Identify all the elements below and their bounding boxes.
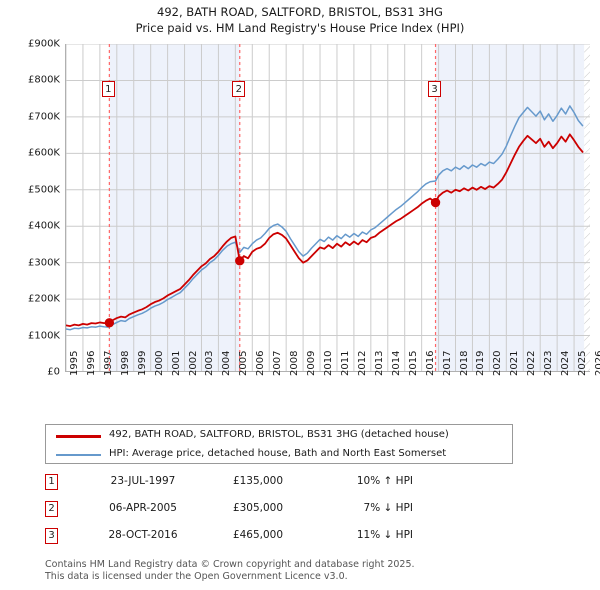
x-axis-tick-label: 2023	[543, 350, 555, 376]
transaction-index-badge: 1	[45, 474, 58, 490]
transaction-date: 06-APR-2005	[109, 502, 177, 514]
chart-legend: 492, BATH ROAD, SALTFORD, BRISTOL, BS31 …	[45, 424, 513, 464]
transaction-price: £135,000	[232, 475, 284, 487]
x-axis-tick-label: 2010	[323, 350, 335, 376]
transaction-price: £465,000	[232, 529, 284, 541]
legend-color-swatch	[56, 435, 101, 438]
x-axis-tick-label: 2024	[560, 350, 572, 376]
x-axis-tick-label: 2008	[289, 350, 301, 376]
transaction-date: 23-JUL-1997	[110, 475, 176, 487]
chart-svg	[66, 44, 590, 371]
transaction-hpi-delta: 11% ↓ HPI	[356, 529, 413, 541]
x-axis-tick-label: 2009	[306, 350, 318, 376]
transaction-hpi-delta: 10% ↑ HPI	[356, 475, 413, 487]
transaction-index-badge: 3	[45, 528, 58, 544]
x-axis-tick-label: 2022	[526, 350, 538, 376]
legend-label: 492, BATH ROAD, SALTFORD, BRISTOL, BS31 …	[109, 429, 449, 440]
footer-line-2: This data is licensed under the Open Gov…	[45, 571, 348, 582]
x-axis-tick-label: 2025	[577, 350, 589, 376]
transaction-row[interactable]: 3 28-OCT-2016 £465,000 11% ↓ HPI	[45, 526, 515, 553]
price-chart: £0 £100K £200K £300K £400K £500K £600K £700K £80…	[0, 36, 600, 378]
x-axis-tick-label: 2015	[407, 350, 419, 376]
title-subtitle: Price paid vs. HM Land Registry's House …	[135, 21, 465, 35]
x-axis-tick-label: 2026	[594, 350, 600, 376]
x-axis-tick-label: 2005	[238, 350, 250, 376]
x-axis-tick-label: 2020	[492, 350, 504, 376]
chart-marker-2[interactable]: 2	[232, 81, 246, 97]
x-axis-tick-label: 2000	[153, 350, 165, 376]
x-axis-tick-label: 2017	[441, 350, 453, 376]
x-axis-tick-label: 2003	[204, 350, 216, 376]
x-axis-tick-label: 2012	[356, 350, 368, 376]
legend-item: HPI: Average price, detached house, Bath…	[46, 445, 512, 465]
x-axis-tick-label: 1995	[69, 350, 80, 376]
legend-label: HPI: Average price, detached house, Bath…	[109, 448, 447, 459]
chart-marker-3[interactable]: 3	[428, 81, 442, 97]
x-axis-tick-label: 2006	[255, 350, 267, 376]
transaction-row[interactable]: 2 06-APR-2005 £305,000 7% ↓ HPI	[45, 499, 515, 526]
x-axis-tick-label: 2016	[424, 350, 436, 376]
x-axis-tick-label: 2018	[458, 350, 470, 376]
legend-item: 492, BATH ROAD, SALTFORD, BRISTOL, BS31 …	[46, 426, 512, 446]
x-axis-tick-label: 1997	[102, 350, 114, 376]
plot-area	[65, 44, 590, 372]
x-axis-tick-label: 2014	[390, 350, 402, 376]
legend-color-swatch	[56, 454, 101, 457]
x-axis-tick-label: 2002	[187, 350, 199, 376]
x-axis-tick-label: 2013	[373, 350, 385, 376]
chart-marker-1[interactable]: 1	[101, 81, 115, 97]
x-axis-tick-label: 2019	[475, 350, 487, 376]
title-address: 492, BATH ROAD, SALTFORD, BRISTOL, BS31 …	[157, 5, 443, 19]
transaction-hpi-delta: 7% ↓ HPI	[363, 502, 413, 514]
x-axis-tick-label: 1996	[85, 350, 97, 376]
y-axis-tick-label: £800K	[27, 74, 60, 86]
y-axis-tick-label: £400K	[27, 220, 60, 232]
y-axis-tick-label: £100K	[27, 330, 60, 342]
x-axis-tick-label: 2001	[170, 350, 182, 376]
transaction-row[interactable]: 1 23-JUL-1997 £135,000 10% ↑ HPI	[45, 472, 515, 499]
y-axis-tick-label: £900K	[27, 38, 60, 50]
y-axis-tick-label: £0	[47, 366, 60, 378]
x-axis-tick-label: 2004	[221, 350, 233, 376]
y-axis-tick-label: £600K	[27, 147, 60, 159]
x-axis-tick-label: 1998	[119, 350, 131, 376]
x-axis-tick-label: 2011	[339, 350, 351, 376]
x-axis-tick-label: 2007	[272, 350, 284, 376]
y-axis-tick-label: £200K	[27, 293, 60, 305]
x-axis-tick-label: 2021	[509, 350, 521, 376]
page-title: 492, BATH ROAD, SALTFORD, BRISTOL, BS31 …	[0, 4, 600, 36]
transaction-price: £305,000	[232, 502, 284, 514]
y-axis-tick-label: £500K	[27, 184, 60, 196]
transactions-table: 1 23-JUL-1997 £135,000 10% ↑ HPI 2 06-APR-200…	[45, 472, 515, 553]
transaction-date: 28-OCT-2016	[108, 529, 178, 541]
x-axis-tick-label: 1999	[136, 350, 148, 376]
footer-attribution: Contains HM Land Registry data © Crown c…	[45, 559, 565, 583]
footer-line-1: Contains HM Land Registry data © Crown c…	[45, 559, 415, 570]
y-axis-tick-label: £700K	[27, 111, 60, 123]
y-axis-tick-label: £300K	[27, 257, 60, 269]
transaction-index-badge: 2	[45, 501, 58, 517]
